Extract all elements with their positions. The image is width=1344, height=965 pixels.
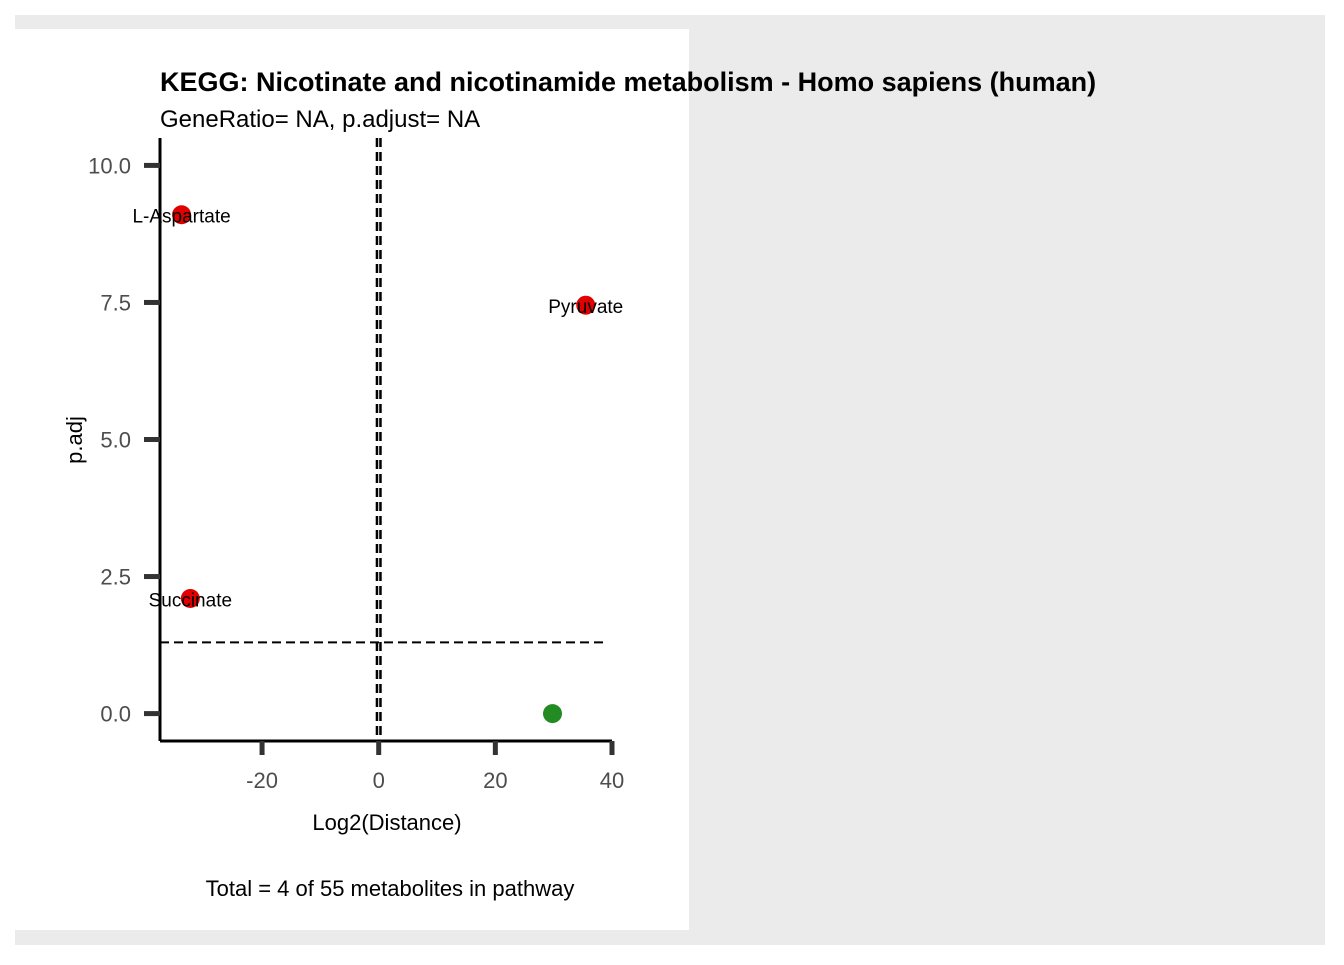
- plot-panel-background: [15, 29, 689, 930]
- chart-caption: Total = 4 of 55 metabolites in pathway: [206, 876, 575, 901]
- x-tick-label: 0: [373, 768, 385, 793]
- x-tick-label: 20: [483, 768, 507, 793]
- reference-lines: [160, 138, 608, 741]
- data-points: [172, 205, 596, 724]
- data-point-labels: L-Aspartate Pyruvate Succinate: [132, 207, 623, 612]
- y-tick-label: 0.0: [100, 702, 131, 727]
- chart-subtitle: GeneRatio= NA, p.adjust= NA: [160, 106, 480, 133]
- y-axis-ticks: 0.0 2.5 5.0 7.5 10.0: [88, 153, 160, 727]
- data-point-l-aspartate: [172, 205, 192, 225]
- point-label-pyruvate: Pyruvate: [548, 297, 623, 318]
- point-label-succinate: Succinate: [149, 590, 232, 611]
- y-tick-label: 7.5: [100, 290, 131, 315]
- data-point-unlabeled: [543, 704, 563, 724]
- y-tick-label: 5.0: [100, 428, 131, 453]
- y-tick-label: 10.0: [88, 153, 131, 178]
- data-point-succinate: [180, 588, 200, 608]
- x-axis-ticks: -20 0 20 40: [246, 741, 624, 793]
- chart-title: KEGG: Nicotinate and nicotinamide metabo…: [160, 67, 1096, 97]
- x-axis-label: Log2(Distance): [312, 810, 461, 835]
- y-axis-label: p.adj: [62, 416, 87, 464]
- point-label-l-aspartate: L-Aspartate: [132, 207, 230, 228]
- y-tick-label: 2.5: [100, 565, 131, 590]
- x-tick-label: 40: [600, 768, 624, 793]
- data-point-pyruvate: [576, 295, 596, 315]
- x-tick-label: -20: [246, 768, 278, 793]
